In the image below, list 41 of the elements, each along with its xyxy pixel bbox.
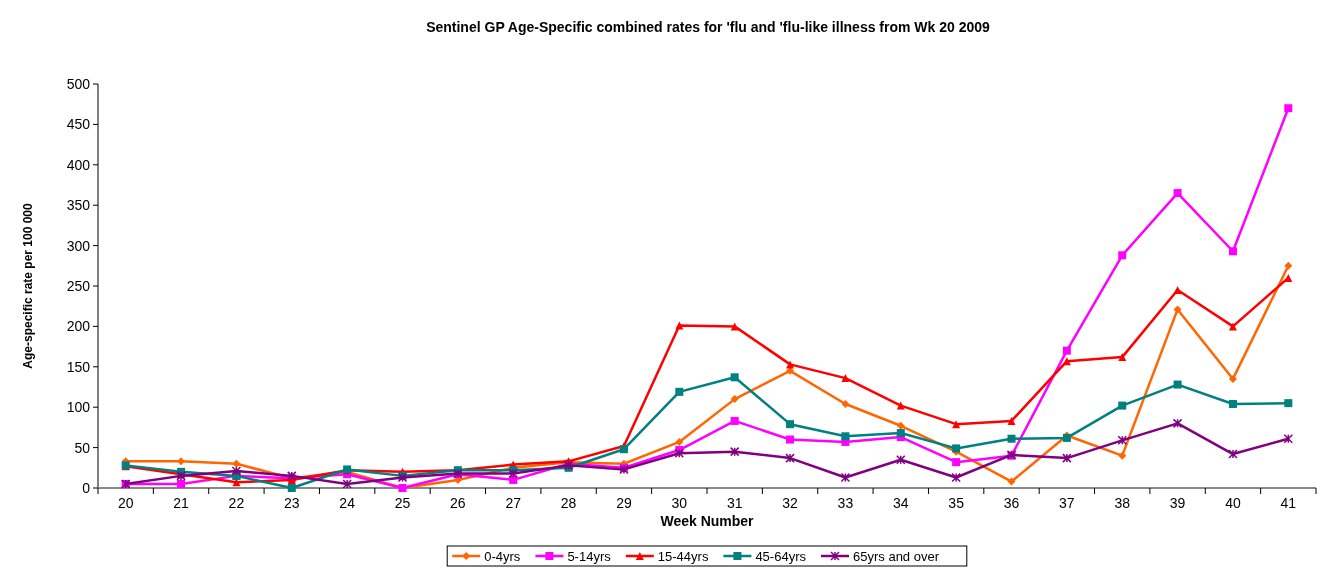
y-tick-label: 150 bbox=[66, 358, 91, 375]
x-tick-label: 27 bbox=[505, 495, 522, 511]
x-tick-label: 34 bbox=[892, 495, 909, 511]
chart-title: Sentinel GP Age-Specific combined rates for 'flu and 'flu-like illness from Wk 20 2009 bbox=[426, 19, 991, 35]
y-tick-label: 400 bbox=[66, 156, 91, 173]
x-tick-label: 22 bbox=[228, 495, 245, 511]
x-tick-label: 25 bbox=[394, 495, 411, 511]
legend-label: 15-44yrs bbox=[657, 549, 709, 564]
x-axis-title: Week Number bbox=[660, 513, 755, 529]
x-tick-label: 21 bbox=[173, 495, 190, 511]
legend-label: 65yrs and over bbox=[853, 549, 940, 564]
x-tick-label: 32 bbox=[782, 495, 799, 511]
x-tick-label: 20 bbox=[117, 495, 134, 511]
x-tick-label: 29 bbox=[616, 495, 632, 511]
x-tick-label: 37 bbox=[1059, 495, 1075, 511]
x-tick-label: 40 bbox=[1225, 495, 1241, 511]
x-tick-label: 33 bbox=[837, 495, 854, 511]
y-tick-label: 100 bbox=[66, 399, 91, 416]
x-tick-label: 41 bbox=[1280, 495, 1297, 511]
x-tick-label: 35 bbox=[948, 495, 965, 511]
x-tick-label: 28 bbox=[560, 495, 577, 511]
y-tick-label: 50 bbox=[74, 439, 91, 456]
x-tick-label: 31 bbox=[726, 495, 743, 511]
x-tick-label: 39 bbox=[1169, 495, 1186, 511]
legend-label: 0-4yrs bbox=[484, 549, 521, 564]
legend-label: 45-64yrs bbox=[755, 549, 807, 564]
x-tick-label: 36 bbox=[1003, 495, 1020, 511]
y-axis-title: Age-specific rate per 100 000 bbox=[21, 202, 35, 369]
x-tick-label: 23 bbox=[283, 495, 300, 511]
y-tick-label: 250 bbox=[66, 277, 91, 294]
x-tick-label: 38 bbox=[1114, 495, 1131, 511]
y-tick-label: 300 bbox=[66, 237, 91, 254]
y-tick-label: 450 bbox=[66, 116, 91, 133]
y-tick-label: 0 bbox=[82, 479, 91, 496]
x-tick-label: 24 bbox=[339, 495, 356, 511]
legend-label: 5-14yrs bbox=[567, 549, 612, 564]
y-tick-label: 200 bbox=[66, 318, 91, 335]
x-tick-label: 30 bbox=[671, 495, 688, 511]
y-tick-label: 350 bbox=[66, 197, 91, 214]
y-tick-label: 500 bbox=[66, 75, 91, 92]
x-tick-label: 26 bbox=[450, 495, 466, 511]
